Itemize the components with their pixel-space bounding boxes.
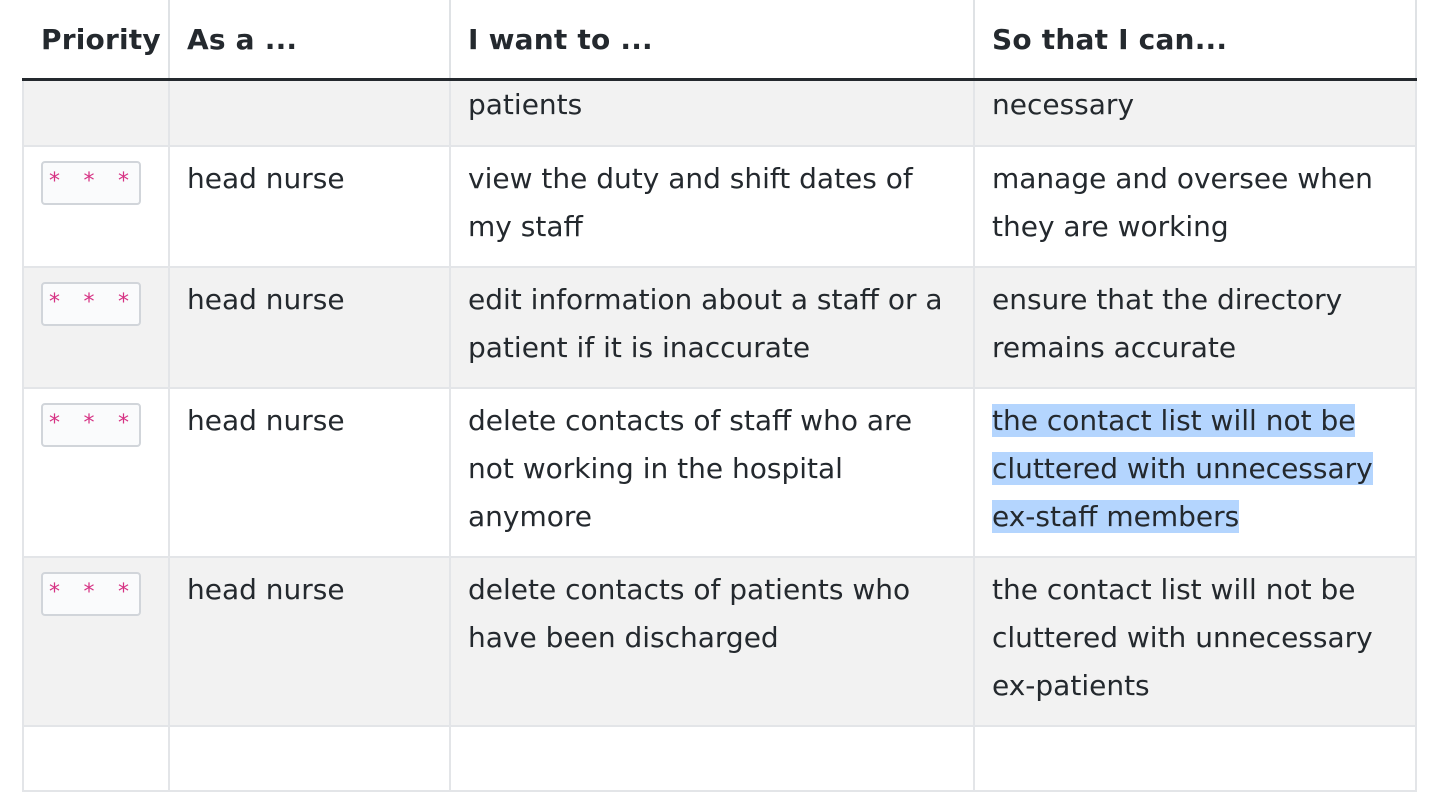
table-header: Priority As a ... I want to ... So that … xyxy=(23,0,1417,81)
cell-so-that: ensure that the directory remains accura… xyxy=(973,266,1417,389)
cell-priority: * * * xyxy=(22,556,170,727)
table-row: * * * head nurse view the duty and shift… xyxy=(22,145,1417,268)
header-want: I want to ... xyxy=(449,0,975,81)
cell-want: view the duty and shift dates of my staf… xyxy=(449,145,975,268)
table-body: patients necessary * * * head nurse view… xyxy=(22,78,1417,792)
selected-text[interactable]: the contact list will not be cluttered w… xyxy=(992,404,1373,533)
cell-role: head nurse xyxy=(168,145,451,268)
cell-want: delete contacts of staff who are not wor… xyxy=(449,387,975,558)
cell-role: head nurse xyxy=(168,556,451,727)
table-row xyxy=(22,725,1417,792)
table-row: * * * head nurse edit information about … xyxy=(22,266,1417,389)
header-priority: Priority xyxy=(23,0,170,81)
header-so-that: So that I can... xyxy=(973,0,1417,81)
cell-so-that: necessary xyxy=(973,78,1417,147)
priority-badge: * * * xyxy=(41,403,141,447)
cell-priority: * * * xyxy=(22,387,170,558)
table-row: * * * head nurse delete contacts of pati… xyxy=(22,556,1417,727)
priority-badge: * * * xyxy=(41,282,141,326)
cell-priority: * * * xyxy=(22,266,170,389)
cell-want: delete contacts of patients who have bee… xyxy=(449,556,975,727)
table-row: patients necessary xyxy=(22,78,1417,147)
header-role: As a ... xyxy=(168,0,451,81)
table-row: * * * head nurse delete contacts of staf… xyxy=(22,387,1417,558)
cell-role: head nurse xyxy=(168,387,451,558)
cell-so-that: manage and oversee when they are working xyxy=(973,145,1417,268)
user-stories-table: Priority As a ... I want to ... So that … xyxy=(22,0,1417,792)
cell-role: head nurse xyxy=(168,266,451,389)
cell-want xyxy=(449,725,975,792)
header-row: Priority As a ... I want to ... So that … xyxy=(23,0,1417,81)
cell-priority: * * * xyxy=(22,145,170,268)
cell-so-that: the contact list will not be cluttered w… xyxy=(973,387,1417,558)
cell-priority xyxy=(22,78,170,147)
cell-role xyxy=(168,725,451,792)
priority-badge: * * * xyxy=(41,161,141,205)
cell-so-that: the contact list will not be cluttered w… xyxy=(973,556,1417,727)
cell-want: patients xyxy=(449,78,975,147)
cell-priority xyxy=(22,725,170,792)
user-stories-table-container: Priority As a ... I want to ... So that … xyxy=(22,0,1417,792)
cell-want: edit information about a staff or a pati… xyxy=(449,266,975,389)
cell-so-that xyxy=(973,725,1417,792)
priority-badge: * * * xyxy=(41,572,141,616)
cell-role xyxy=(168,78,451,147)
